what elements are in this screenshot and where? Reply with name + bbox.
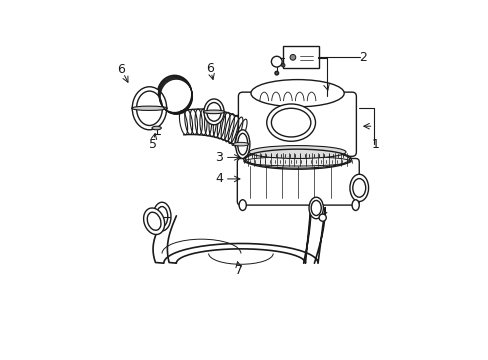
Text: 4: 4 (215, 172, 223, 185)
Ellipse shape (203, 99, 224, 125)
Ellipse shape (319, 214, 325, 221)
Ellipse shape (349, 174, 368, 202)
Ellipse shape (308, 197, 323, 219)
FancyBboxPatch shape (238, 92, 356, 156)
FancyBboxPatch shape (237, 158, 359, 205)
FancyBboxPatch shape (282, 46, 319, 68)
Ellipse shape (206, 103, 221, 121)
Ellipse shape (245, 150, 349, 168)
Ellipse shape (237, 134, 247, 155)
Text: 5: 5 (149, 138, 157, 150)
Ellipse shape (351, 200, 359, 211)
Ellipse shape (249, 145, 346, 158)
Ellipse shape (203, 110, 224, 114)
Ellipse shape (250, 80, 344, 107)
Ellipse shape (310, 201, 321, 216)
Ellipse shape (281, 63, 285, 67)
Ellipse shape (132, 87, 166, 130)
Ellipse shape (143, 208, 164, 234)
Text: 6: 6 (117, 63, 124, 76)
Text: 2: 2 (358, 51, 366, 64)
Text: 6: 6 (206, 62, 214, 75)
Text: 1: 1 (371, 138, 379, 150)
Ellipse shape (266, 104, 315, 141)
Text: 7: 7 (235, 264, 243, 277)
Ellipse shape (153, 202, 171, 231)
Ellipse shape (136, 91, 162, 126)
Ellipse shape (131, 106, 167, 111)
Ellipse shape (152, 126, 161, 130)
Ellipse shape (235, 130, 249, 158)
Ellipse shape (271, 56, 282, 67)
Ellipse shape (289, 54, 295, 60)
Ellipse shape (147, 212, 161, 230)
Ellipse shape (233, 142, 248, 146)
Ellipse shape (239, 200, 246, 211)
Ellipse shape (271, 108, 310, 137)
Text: 3: 3 (215, 151, 223, 164)
Ellipse shape (352, 179, 365, 197)
Ellipse shape (274, 71, 278, 75)
Ellipse shape (156, 207, 167, 226)
